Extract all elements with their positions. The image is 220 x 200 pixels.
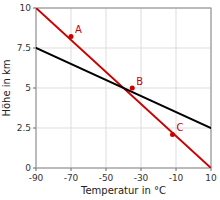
annotation: A (75, 24, 82, 35)
point (69, 34, 74, 39)
axes: -90 -70 -50 -30 -10 10 0 2.5 5 7.5 10 (17, 3, 217, 183)
y-axis-label: Höhe in km (1, 59, 12, 116)
annotation: B (136, 76, 143, 87)
data (36, 8, 211, 168)
line (36, 8, 211, 168)
tick-label-x: -30 (134, 173, 149, 183)
grid-line-y (36, 48, 211, 49)
tick-label-y: 10 (20, 3, 32, 13)
chart: -90 -70 -50 -30 -10 10 0 2.5 5 7.5 10 Temperatur in… (0, 0, 220, 200)
tick-label-x: -90 (29, 173, 44, 183)
tick-label-x: -10 (169, 173, 184, 183)
plot-frame (36, 8, 211, 168)
tick-label-x: -70 (64, 173, 79, 183)
tick-label-x: 10 (205, 173, 217, 183)
grid-line-y (36, 128, 211, 129)
line (36, 48, 211, 128)
tick-label-y: 0 (25, 163, 31, 173)
chart-svg: -90 -70 -50 -30 -10 10 0 2.5 5 7.5 10 Temperatur in… (0, 0, 220, 200)
annotations: A B C (75, 24, 184, 133)
tick-label-x: -50 (99, 173, 114, 183)
tick-label-y: 2.5 (17, 123, 31, 133)
point (170, 132, 175, 137)
annotation: C (177, 122, 184, 133)
point (130, 86, 135, 91)
tick-label-y: 7.5 (17, 43, 31, 53)
tick-label-y: 5 (25, 83, 31, 93)
grid (36, 8, 211, 168)
x-axis-label: Temperatur in °C (80, 185, 166, 196)
